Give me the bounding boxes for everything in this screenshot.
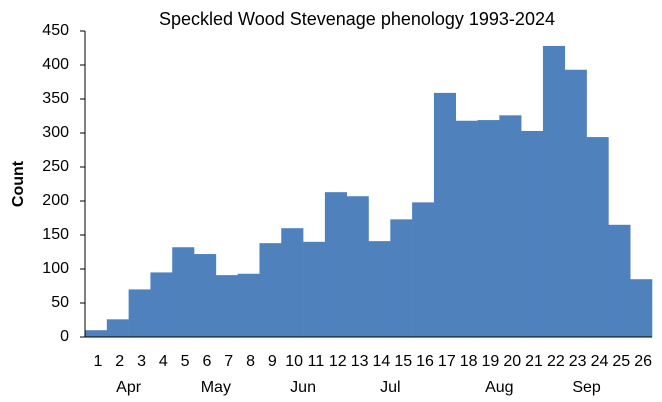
y-tick-label: 50 (51, 294, 69, 311)
month-label: Jul (380, 379, 400, 396)
x-tick-label: 10 (285, 353, 303, 370)
bar (477, 120, 500, 337)
y-tick-label: 100 (42, 260, 69, 277)
bar (433, 92, 457, 337)
x-tick-label: 14 (373, 353, 391, 370)
y-tick-label: 0 (60, 328, 69, 345)
x-tick-label: 9 (268, 353, 277, 370)
bar (106, 319, 129, 337)
bar (172, 247, 195, 337)
x-tick-label: 25 (612, 353, 630, 370)
x-tick-label: 4 (159, 353, 168, 370)
y-tick-label: 200 (42, 192, 69, 209)
x-tick-label: 22 (547, 353, 565, 370)
bar (324, 192, 347, 337)
x-tick-label: 5 (181, 353, 190, 370)
x-tick-label: 24 (591, 353, 609, 370)
x-tick-label: 16 (416, 353, 434, 370)
x-tick-label: 12 (329, 353, 347, 370)
bar (346, 196, 369, 337)
bar (303, 241, 326, 337)
bar (85, 330, 108, 337)
bar (281, 228, 304, 337)
bar (150, 272, 173, 337)
y-tick-label: 450 (42, 22, 69, 39)
x-tick-label: 23 (569, 353, 587, 370)
bar (608, 224, 631, 337)
x-tick-label: 18 (460, 353, 478, 370)
x-tick-label: 11 (308, 353, 325, 370)
month-label: Apr (116, 379, 142, 396)
x-tick-label: 2 (115, 353, 124, 370)
x-tick-label: 15 (394, 353, 412, 370)
bar (128, 289, 151, 337)
y-tick-label: 150 (42, 226, 69, 243)
y-tick-label: 350 (42, 90, 69, 107)
x-tick-label: 6 (202, 353, 211, 370)
month-label: May (201, 379, 231, 396)
bar (412, 202, 435, 337)
month-label: Jun (290, 379, 316, 396)
bar (564, 69, 587, 337)
bar (499, 115, 522, 337)
chart-title: Speckled Wood Stevenage phenology 1993-2… (159, 9, 555, 29)
bar (259, 243, 282, 337)
bar (630, 279, 653, 337)
x-tick-label: 3 (137, 353, 146, 370)
bar (368, 241, 391, 337)
x-tick-label: 20 (503, 353, 521, 370)
x-tick-label: 17 (438, 353, 456, 370)
bar (215, 275, 238, 337)
bar (390, 219, 413, 337)
y-tick-label: 400 (42, 56, 69, 73)
month-label: Sep (572, 379, 601, 396)
month-label: Aug (485, 379, 513, 396)
bar (521, 130, 544, 337)
y-tick-label: 250 (42, 158, 69, 175)
bar (542, 45, 566, 338)
x-tick-label: 19 (482, 353, 500, 370)
bar (237, 273, 260, 337)
x-tick-label: 7 (224, 353, 233, 370)
x-tick-label: 8 (246, 353, 255, 370)
x-tick-label: 1 (93, 353, 102, 370)
bar (455, 120, 478, 337)
x-tick-label: 26 (634, 353, 652, 370)
x-tick-label: 13 (351, 353, 369, 370)
bar (194, 254, 217, 337)
bar (586, 137, 609, 337)
y-tick-label: 300 (42, 124, 69, 141)
y-axis-label: Count (10, 160, 27, 207)
x-tick-label: 21 (525, 353, 543, 370)
